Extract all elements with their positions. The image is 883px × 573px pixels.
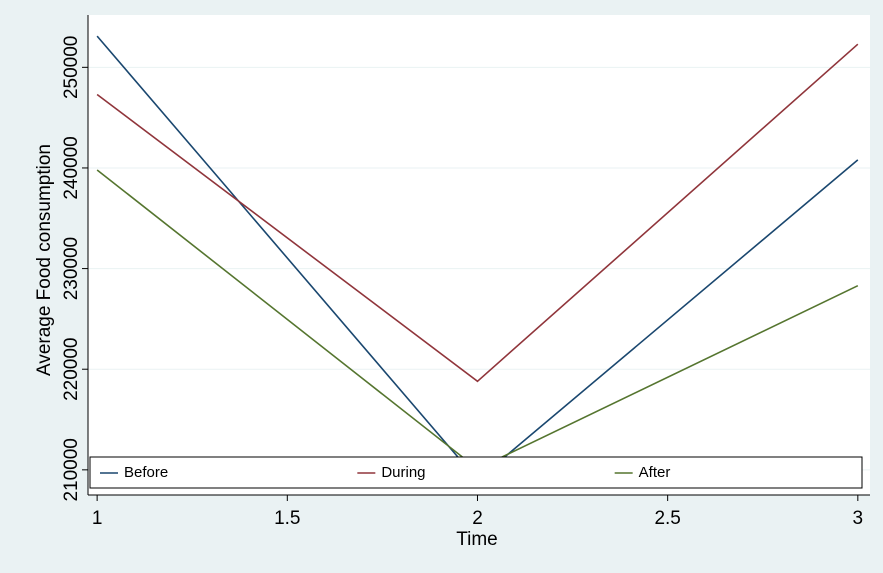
y-tick-label: 250000 <box>61 36 82 99</box>
y-tick-label: 210000 <box>61 438 82 501</box>
y-tick-label: 240000 <box>61 136 82 199</box>
legend-label: Before <box>124 464 168 481</box>
legend-label: After <box>639 464 671 481</box>
series-line <box>96 43 859 383</box>
y-tick-label: 220000 <box>61 338 82 401</box>
legend-label: During <box>381 464 425 481</box>
x-tick-label: 1 <box>92 508 103 529</box>
x-tick-label: 2 <box>472 508 483 529</box>
plot-area <box>88 15 870 495</box>
x-tick-label: 3 <box>853 508 864 529</box>
y-axis-label: Average Food consumption <box>34 144 55 376</box>
legend-box <box>89 456 863 489</box>
legend: Before During After <box>89 456 863 489</box>
x-tick-label: 2.5 <box>654 508 680 529</box>
x-axis-label: Time <box>456 529 498 550</box>
x-tick-label: 1.5 <box>274 508 300 529</box>
y-tick-label: 230000 <box>61 237 82 300</box>
